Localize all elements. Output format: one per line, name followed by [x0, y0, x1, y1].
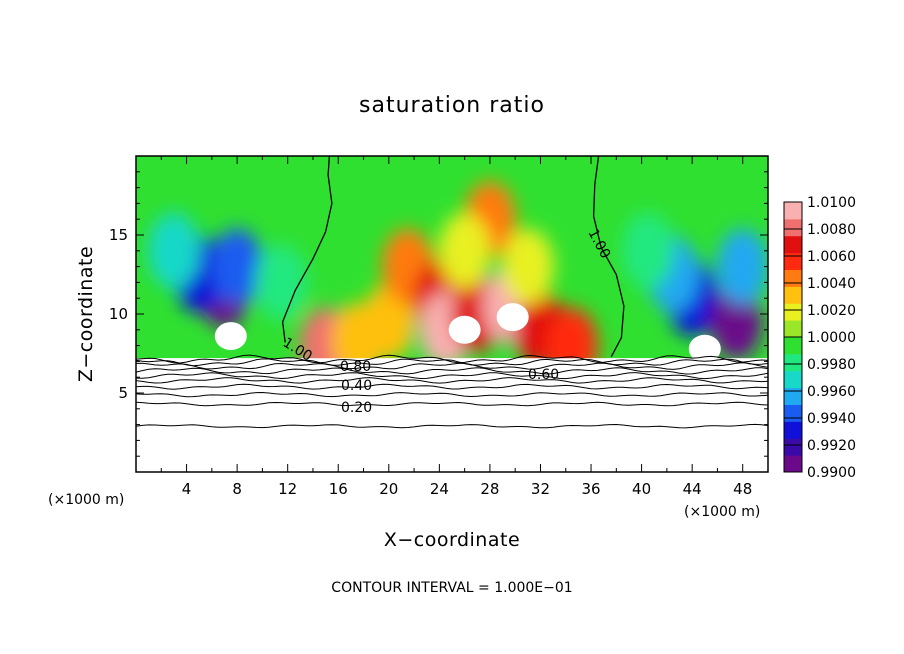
chart-title: saturation ratio — [359, 93, 545, 118]
contour-label-0.20: 0.20 — [341, 400, 372, 416]
contour-line-3 — [136, 383, 768, 390]
colorbar-tick-label: 0.9900 — [807, 465, 856, 481]
plot-area — [136, 156, 768, 472]
x-axis-title: X−coordinate — [384, 529, 520, 551]
colorbar-segment — [784, 370, 802, 389]
contour-label-0.60: 0.60 — [528, 367, 559, 383]
x-tick-label: 8 — [232, 480, 242, 498]
field-white-region-3 — [688, 334, 721, 363]
colorbar-tick-label: 0.9980 — [807, 357, 856, 373]
field-feature-22 — [621, 212, 674, 289]
saturation-field — [136, 156, 768, 472]
colorbar-segment — [784, 387, 802, 405]
colorbar-segment — [784, 404, 802, 422]
colorbar-segment — [784, 218, 802, 237]
contour-line-5 — [136, 372, 768, 380]
contour-line-1 — [136, 401, 768, 407]
colorbar-segment — [784, 303, 802, 321]
y-axis-title: Z−coordinate — [75, 246, 97, 382]
y-tick-label: 5 — [118, 384, 128, 402]
colorbar-segment — [784, 421, 802, 439]
contour-interval-note: CONTOUR INTERVAL = 1.000E−01 — [331, 580, 572, 596]
colorbar-tick-label: 1.0020 — [807, 303, 856, 319]
contour-line-8 — [136, 358, 768, 367]
x-tick-label: 48 — [733, 480, 752, 498]
field-feature-17 — [501, 228, 554, 305]
x-tick-label: 36 — [581, 480, 600, 498]
x-tick-label: 4 — [182, 480, 192, 498]
y-axis: 5 10 15 — [109, 171, 768, 457]
colorbar-segment — [784, 269, 802, 287]
colorbar-tick-label: 1.0080 — [807, 222, 856, 238]
colorbar-tick-label: 1.0000 — [807, 330, 856, 346]
contour-line-2 — [136, 391, 768, 398]
colorbar-segment — [784, 455, 802, 473]
colorbar-tick-label: 1.0040 — [807, 276, 856, 292]
x-axis: 4 8 12 16 20 24 28 32 36 40 44 48 — [160, 156, 752, 498]
contour-line-6 — [136, 367, 768, 375]
contour-line-7 — [136, 362, 768, 370]
colorbar-segment — [784, 337, 802, 355]
field-white-region-0 — [214, 322, 247, 351]
colorbar-segment — [784, 286, 802, 304]
colorbar-tick-label: 1.0100 — [807, 195, 856, 211]
colorbar-tick-label: 1.0060 — [807, 249, 856, 265]
colorbar-segment — [784, 353, 802, 372]
x-tick-label: 44 — [683, 480, 702, 498]
y-tick-label: 10 — [109, 305, 128, 323]
colorbar-tick-label: 0.9920 — [807, 438, 856, 454]
x-tick-label: 20 — [379, 480, 398, 498]
contour-label-0.80: 0.80 — [340, 359, 371, 375]
x-tick-label: 40 — [632, 480, 651, 498]
x-tick-label: 32 — [531, 480, 550, 498]
contour-line-9 — [136, 354, 768, 364]
colorbar-segment — [784, 235, 802, 254]
field-feature-2 — [211, 228, 264, 305]
colorbar-segment — [784, 252, 802, 270]
contour-lines — [136, 156, 768, 429]
colorbar-segment — [784, 202, 802, 220]
colorbar-tick-label: 0.9960 — [807, 384, 856, 400]
x-tick-label: 16 — [329, 480, 348, 498]
colorbar-segment — [784, 320, 802, 338]
contour-line-0 — [136, 423, 768, 429]
field-feature-3 — [147, 212, 200, 289]
contour-1.00-right — [592, 156, 625, 358]
contour-1.00-left — [281, 156, 333, 343]
contour-label-0.40: 0.40 — [341, 378, 372, 394]
contour-line-4 — [136, 377, 768, 384]
colorbar: 0.9900 0.9920 0.9940 0.9960 0.9980 1.0000 1.00… — [783, 195, 856, 481]
field-white-region-2 — [496, 303, 529, 332]
field-white-region-1 — [448, 315, 481, 344]
x-tick-label: 12 — [278, 480, 297, 498]
x-axis-unit: (×1000 m) — [684, 504, 760, 520]
x-tick-label: 28 — [480, 480, 499, 498]
field-feature-21 — [716, 228, 768, 305]
colorbar-segment — [784, 438, 802, 456]
field-feature-16 — [438, 212, 491, 289]
field-feature-4 — [255, 244, 308, 321]
y-tick-label: 15 — [109, 226, 128, 244]
x-tick-label: 24 — [430, 480, 449, 498]
colorbar-tick-label: 0.9940 — [807, 411, 856, 427]
y-axis-unit: (×1000 m) — [48, 492, 124, 508]
